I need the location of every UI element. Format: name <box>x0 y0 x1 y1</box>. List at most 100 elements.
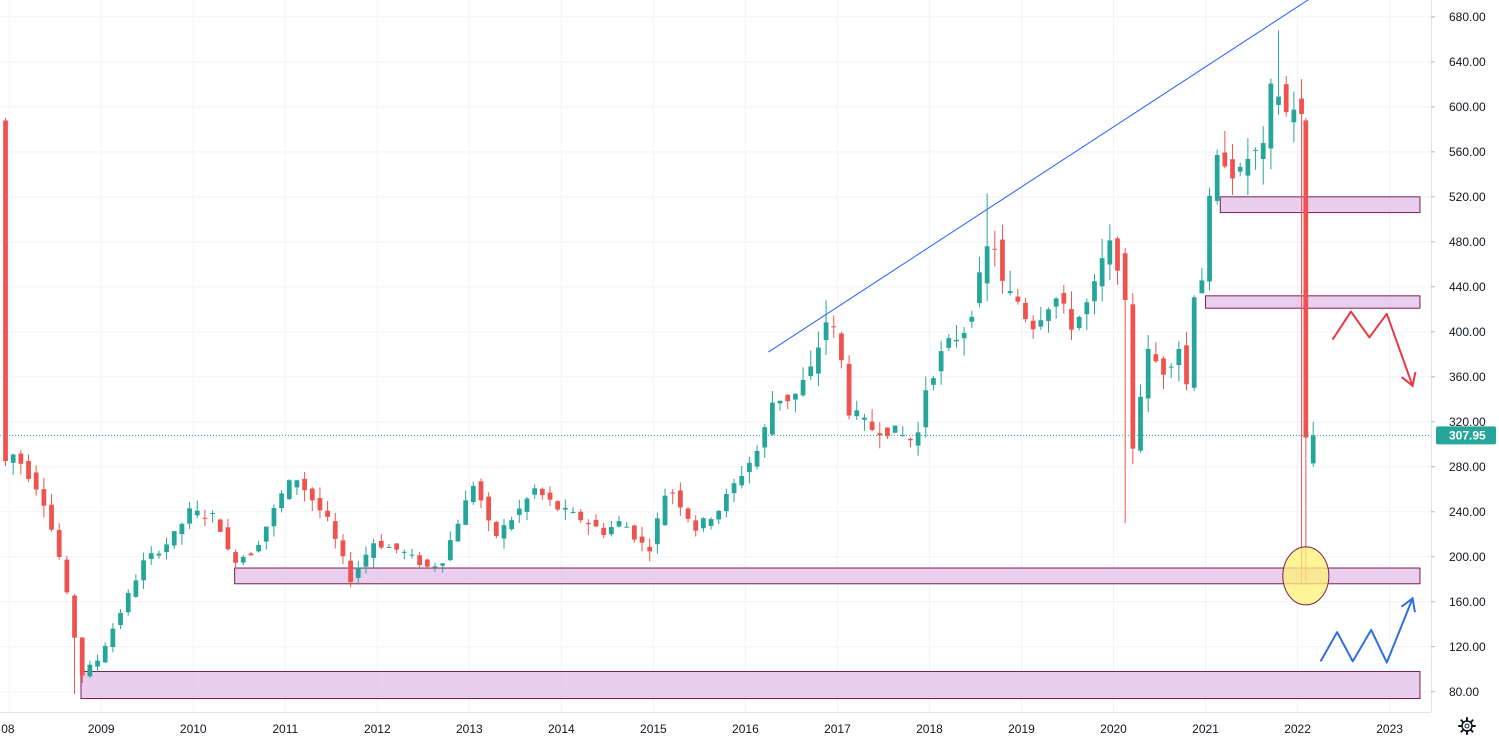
candle-down <box>1153 354 1159 362</box>
time-axis[interactable]: 08 2009 2010 2011 2012 2013 2014 2015 2016 2017 20… <box>0 712 1431 740</box>
candle-up <box>823 322 829 341</box>
support-zones <box>80 196 1421 700</box>
candle-up <box>1099 258 1105 287</box>
candle-up <box>440 563 446 566</box>
candle-down <box>846 363 852 416</box>
candle-up <box>1260 143 1266 160</box>
price-tick-label: 560.00 <box>1449 145 1486 159</box>
candle-up <box>509 520 515 530</box>
support-zone-rect[interactable] <box>234 567 1421 585</box>
support-zone-rect[interactable] <box>1205 295 1421 309</box>
settings-gear-icon[interactable] <box>1458 717 1476 735</box>
candle-down <box>478 481 484 501</box>
candle-up <box>739 475 745 486</box>
candle-down <box>785 394 791 402</box>
candle-up <box>1076 316 1082 328</box>
price-tick-label: 80.00 <box>1449 685 1479 699</box>
candle-up <box>187 508 192 524</box>
candle-down <box>585 522 591 525</box>
candle-up <box>141 560 146 581</box>
time-tick-label: 08 <box>1 722 15 736</box>
candle-down <box>685 508 691 519</box>
candle-down <box>18 453 24 464</box>
candle-up <box>900 435 906 437</box>
candle-up <box>747 462 752 473</box>
candlesticks <box>3 30 1316 695</box>
candle-up <box>118 612 123 625</box>
candle-up <box>708 519 714 527</box>
candle-up <box>501 525 507 539</box>
candle-up <box>724 494 729 512</box>
support-zone-rect[interactable] <box>1219 196 1421 214</box>
candle-down <box>325 510 330 517</box>
price-tick-label: 200.00 <box>1449 550 1486 564</box>
candle-up <box>562 507 568 510</box>
last-price-tag: 307.95 <box>1436 426 1496 445</box>
candle-up <box>731 483 737 494</box>
candle-down <box>578 511 584 521</box>
candle-down <box>1161 358 1166 375</box>
price-tick-label: 480.00 <box>1449 235 1486 249</box>
candle-down <box>639 536 645 543</box>
candle-down <box>309 488 315 501</box>
time-tick-label: 2020 <box>1100 722 1127 736</box>
candle-down <box>348 560 353 583</box>
candle-down <box>670 492 676 494</box>
candle-up <box>570 511 576 513</box>
candle-up <box>954 339 959 342</box>
candle-up <box>946 338 952 348</box>
candle-up <box>156 553 162 556</box>
candle-up <box>432 566 438 568</box>
candle-up <box>984 246 990 284</box>
candle-up <box>463 500 469 525</box>
candle-up <box>915 432 921 446</box>
candle-up <box>800 379 806 396</box>
price-tick-label: 680.00 <box>1449 10 1486 24</box>
candle-up <box>862 417 867 420</box>
candle-down <box>340 540 346 557</box>
price-axis[interactable]: 80.00 120.00 160.00 200.00 240.00 280.00 320.0… <box>1431 0 1499 740</box>
time-tick-label: 2017 <box>824 722 851 736</box>
candle-down <box>1030 320 1036 330</box>
candle-down <box>486 496 492 521</box>
candle-down <box>56 529 62 557</box>
price-axis-bg <box>1431 0 1499 740</box>
candle-up <box>179 523 185 535</box>
candle-up <box>716 510 722 520</box>
candle-up <box>777 400 783 404</box>
candle-down <box>1283 84 1289 113</box>
candle-up <box>386 546 392 548</box>
candle-down <box>1230 159 1235 179</box>
candle-down <box>839 333 844 361</box>
candle-down <box>26 461 31 479</box>
candle-down <box>647 546 653 552</box>
candle-up <box>409 554 415 556</box>
candle-down <box>394 543 400 550</box>
candle-down <box>1023 302 1028 320</box>
candle-down <box>49 504 54 530</box>
candle-up <box>171 531 177 546</box>
highlight-circle[interactable] <box>1282 546 1330 606</box>
candle-down <box>631 525 637 540</box>
drawing-overlays <box>768 0 1417 664</box>
time-tick-label: 2022 <box>1284 722 1311 736</box>
time-axis-bg <box>0 712 1431 740</box>
candle-down <box>202 517 208 519</box>
projection-arrowhead <box>1401 371 1417 388</box>
candle-down <box>693 520 699 531</box>
candle-up <box>256 544 261 552</box>
time-tick-label: 2021 <box>1192 722 1219 736</box>
candle-up <box>793 393 798 400</box>
candle-up <box>455 523 461 542</box>
time-tick-label: 2014 <box>548 722 575 736</box>
candle-up <box>447 540 453 561</box>
projection-down-path[interactable] <box>1331 310 1414 387</box>
candle-down <box>217 519 223 532</box>
trend-line[interactable] <box>768 0 1325 353</box>
projection-up-path[interactable] <box>1319 598 1414 664</box>
price-tick-label: 120.00 <box>1449 640 1486 654</box>
candle-up <box>210 513 215 515</box>
support-zone-rect[interactable] <box>80 671 1421 700</box>
candle-up <box>770 402 775 435</box>
